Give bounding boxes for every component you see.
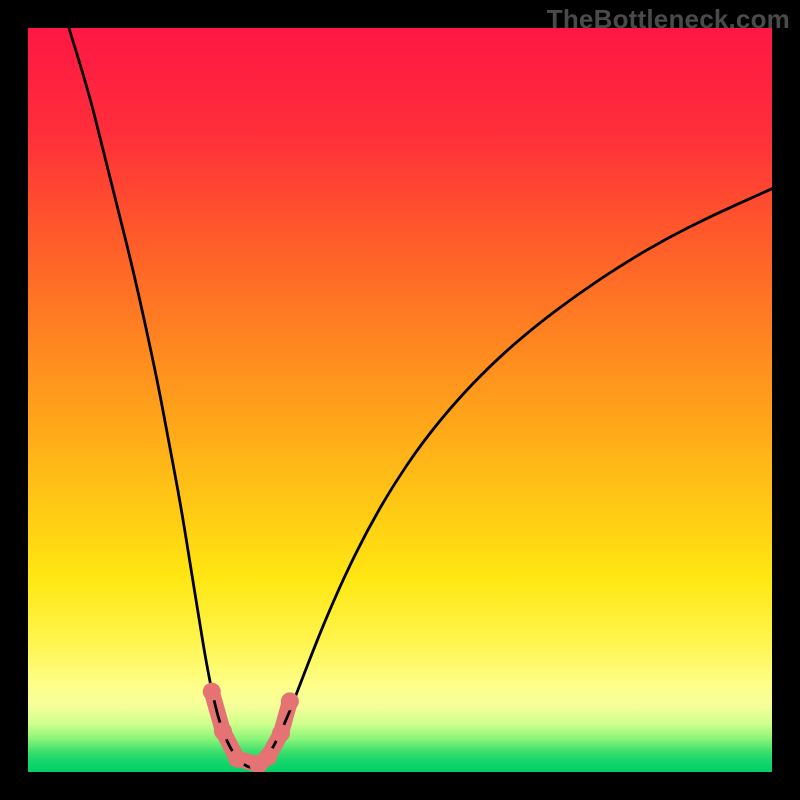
marker-dot xyxy=(214,722,232,740)
marker-dot xyxy=(281,692,299,710)
marker-dot xyxy=(272,724,290,742)
marker-dot xyxy=(203,683,221,701)
chart-frame: TheBottleneck.com xyxy=(0,0,800,800)
gradient-background xyxy=(28,28,772,772)
plot-area xyxy=(28,28,772,772)
chart-svg xyxy=(28,28,772,772)
watermark-text: TheBottleneck.com xyxy=(547,4,790,35)
marker-dot xyxy=(259,747,277,765)
marker-dot xyxy=(228,750,246,768)
